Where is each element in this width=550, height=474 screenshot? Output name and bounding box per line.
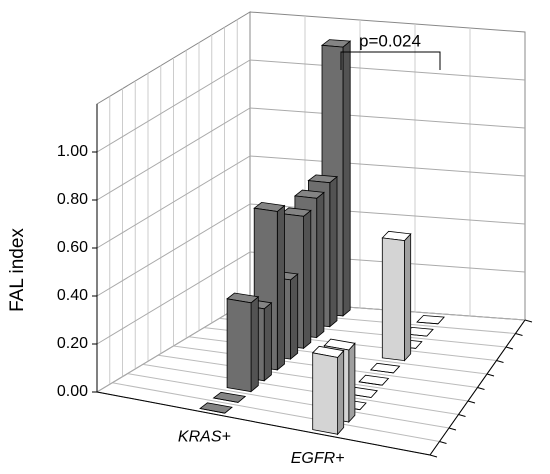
bar-front: [312, 352, 339, 435]
grid-line: [96, 251, 526, 345]
bar-side: [276, 204, 285, 371]
grid-line: [96, 59, 526, 153]
floor-grid: [142, 363, 459, 415]
depth-tick: [439, 441, 447, 444]
bar-side: [404, 232, 412, 362]
depth-axis: [429, 319, 526, 456]
depth-tick: [486, 373, 495, 377]
bar-side: [250, 295, 259, 393]
y-axis-label: FAL index: [7, 228, 28, 312]
bar-front: [416, 321, 439, 325]
bar-front: [359, 381, 383, 386]
depth-tick: [458, 414, 466, 417]
depth-tick: [429, 454, 438, 458]
bar-side: [316, 191, 325, 339]
bar-front: [347, 393, 372, 398]
grid-line: [96, 203, 526, 297]
bar-front: [213, 397, 239, 403]
bar: [199, 402, 233, 414]
floor-grid: [127, 373, 450, 429]
grid-line: [96, 155, 526, 249]
depth-tick: [477, 387, 485, 390]
depth-tick: [448, 427, 457, 431]
bar: [358, 374, 390, 386]
y-tick-label: 0.60: [57, 239, 88, 256]
bar-side: [337, 349, 345, 436]
bar: [381, 230, 412, 362]
bar: [369, 362, 401, 374]
bar-side: [290, 273, 299, 360]
bar-side: [303, 209, 312, 350]
y-tick-label: 0.40: [57, 287, 88, 304]
bar-front: [199, 408, 225, 414]
y-tick-label: 0.00: [57, 383, 88, 400]
x-axis: [96, 391, 431, 456]
depth-tick: [505, 346, 514, 350]
bar: [212, 391, 247, 403]
depth-tick: [496, 360, 504, 363]
bar-side: [348, 342, 356, 424]
depth-tick: [515, 333, 523, 336]
bar: [311, 345, 345, 436]
floor-grid: [112, 382, 440, 442]
bar-front: [226, 298, 252, 393]
x-tick-label: EGFR+: [291, 450, 345, 467]
y-tick-label: 0.20: [57, 335, 88, 352]
y-tick-label: 0.80: [57, 191, 88, 208]
depth-tick: [524, 319, 533, 323]
bar: [416, 315, 445, 325]
plot-area: 0.00 0.20 0.40 0.60 0.80 1.00 KRAS+ EGFR+: [57, 11, 533, 467]
x-tick-label: KRAS+: [178, 428, 231, 445]
bar-side: [342, 40, 351, 317]
grid-line: [96, 107, 526, 201]
annotation-bracket: [340, 51, 441, 70]
bar-front: [381, 237, 405, 362]
bar-side: [263, 301, 272, 382]
annotation: p=0.024: [359, 31, 421, 50]
bar-front: [370, 369, 394, 374]
bar: [226, 292, 260, 393]
y-tick-label: 1.00: [57, 143, 88, 160]
bar: [404, 326, 434, 337]
bar-side: [329, 175, 338, 328]
bar-front: [405, 333, 427, 337]
depth-tick: [467, 400, 476, 404]
